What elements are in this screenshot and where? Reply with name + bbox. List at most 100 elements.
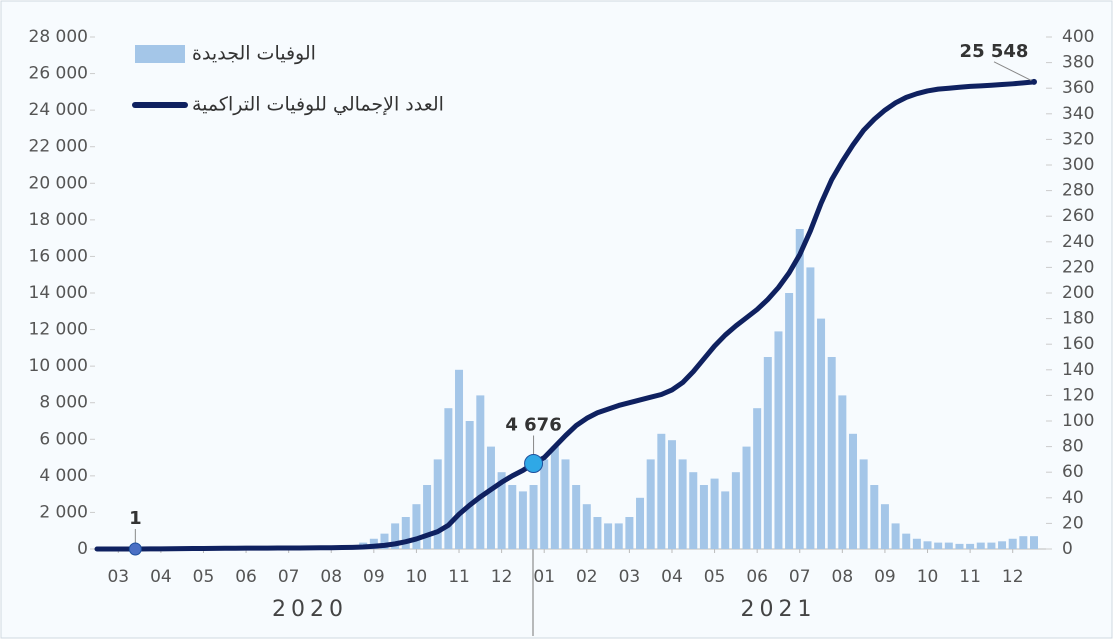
y2-tick-label: 120: [1062, 385, 1094, 405]
bar: [880, 504, 889, 549]
annotation-label: 25 548: [960, 41, 1029, 62]
y-tick-label: 18 000: [29, 210, 88, 230]
bar: [678, 459, 687, 549]
y2-tick-label: 180: [1062, 309, 1094, 329]
legend-swatch: [135, 45, 185, 63]
x-tick-label: 08: [320, 567, 342, 587]
bar: [667, 440, 676, 549]
bar: [593, 517, 602, 549]
bar: [848, 433, 857, 549]
annotation-leader: [993, 61, 1035, 83]
y2-tick-label: 80: [1062, 437, 1084, 457]
bar: [859, 459, 868, 549]
bar: [657, 433, 666, 549]
y2-tick-label: 60: [1062, 462, 1084, 482]
y2-tick-label: 400: [1062, 27, 1094, 47]
bar: [508, 485, 517, 549]
bar: [912, 538, 921, 549]
y2-tick-label: 260: [1062, 206, 1094, 226]
year-label: 2020: [272, 597, 348, 622]
bar: [625, 517, 634, 549]
year-label: 2021: [740, 597, 816, 622]
bar: [817, 318, 826, 549]
annotation-point: [1031, 78, 1037, 85]
y2-tick-label: 300: [1062, 155, 1094, 175]
x-tick-label: 06: [235, 567, 257, 587]
y-tick-label: 22 000: [29, 137, 88, 157]
bar: [838, 395, 847, 549]
y-tick-label: 16 000: [29, 246, 88, 266]
bar: [561, 459, 570, 549]
y-tick-label: 6 000: [39, 429, 88, 449]
bar: [614, 523, 623, 549]
y-tick-label: 26 000: [29, 64, 88, 84]
y-tick-label: 12 000: [29, 320, 88, 340]
x-tick-label: 01: [533, 567, 555, 587]
bar: [380, 533, 389, 549]
x-tick-label: 03: [619, 567, 641, 587]
bar: [518, 491, 527, 549]
bar: [455, 369, 464, 549]
y2-tick-label: 160: [1062, 334, 1094, 354]
bar: [540, 459, 549, 549]
bar: [433, 459, 442, 549]
bar: [891, 523, 900, 549]
bar: [763, 357, 772, 549]
bar: [721, 491, 730, 549]
bar: [444, 408, 453, 549]
bar: [699, 485, 708, 549]
y-tick-label: 14 000: [29, 283, 88, 303]
bar: [987, 542, 996, 549]
x-tick-label: 04: [661, 567, 683, 587]
bar: [550, 446, 559, 549]
x-tick-label: 11: [959, 567, 981, 587]
x-tick-label: 05: [704, 567, 726, 587]
y2-tick-label: 320: [1062, 129, 1094, 149]
bar: [742, 446, 751, 549]
bar: [934, 542, 943, 549]
bar: [529, 485, 538, 549]
bar: [806, 267, 815, 549]
x-tick-label: 05: [193, 567, 215, 587]
y-tick-label: 8 000: [39, 393, 88, 413]
bar: [423, 485, 432, 549]
x-tick-label: 07: [278, 567, 300, 587]
y-tick-label: 28 000: [29, 27, 88, 47]
bar: [604, 523, 613, 549]
bar: [465, 421, 474, 549]
x-tick-label: 02: [576, 567, 598, 587]
x-tick-label: 09: [874, 567, 896, 587]
bar: [795, 229, 804, 549]
y-tick-label: 0: [77, 539, 88, 559]
y2-tick-label: 280: [1062, 181, 1094, 201]
annotation-point: [524, 453, 544, 473]
annotation-point: [128, 542, 142, 556]
y-tick-label: 2 000: [39, 502, 88, 522]
bar: [1019, 536, 1028, 549]
y-tick-label: 24 000: [29, 100, 88, 120]
bar: [412, 504, 421, 549]
bar: [391, 523, 400, 549]
bar: [753, 408, 762, 549]
bar: [636, 497, 645, 549]
legend-label: العدد الإجمالي للوفيات التراكمية: [192, 94, 444, 116]
x-tick-label: 04: [150, 567, 172, 587]
y-tick-label: 4 000: [39, 466, 88, 486]
x-tick-label: 08: [832, 567, 854, 587]
annotation-label: 1: [129, 508, 142, 529]
y-tick-label: 20 000: [29, 173, 88, 193]
bar: [998, 541, 1007, 549]
y2-tick-label: 100: [1062, 411, 1094, 431]
x-tick-label: 03: [107, 567, 129, 587]
x-tick-label: 10: [917, 567, 939, 587]
bar: [582, 504, 591, 549]
y2-tick-label: 220: [1062, 257, 1094, 277]
bar: [572, 485, 581, 549]
x-tick-label: 12: [491, 567, 513, 587]
annotation-label: 4 676: [505, 414, 561, 435]
bar: [774, 331, 783, 549]
bar: [923, 541, 932, 549]
bar: [710, 478, 719, 549]
y2-tick-label: 380: [1062, 53, 1094, 73]
